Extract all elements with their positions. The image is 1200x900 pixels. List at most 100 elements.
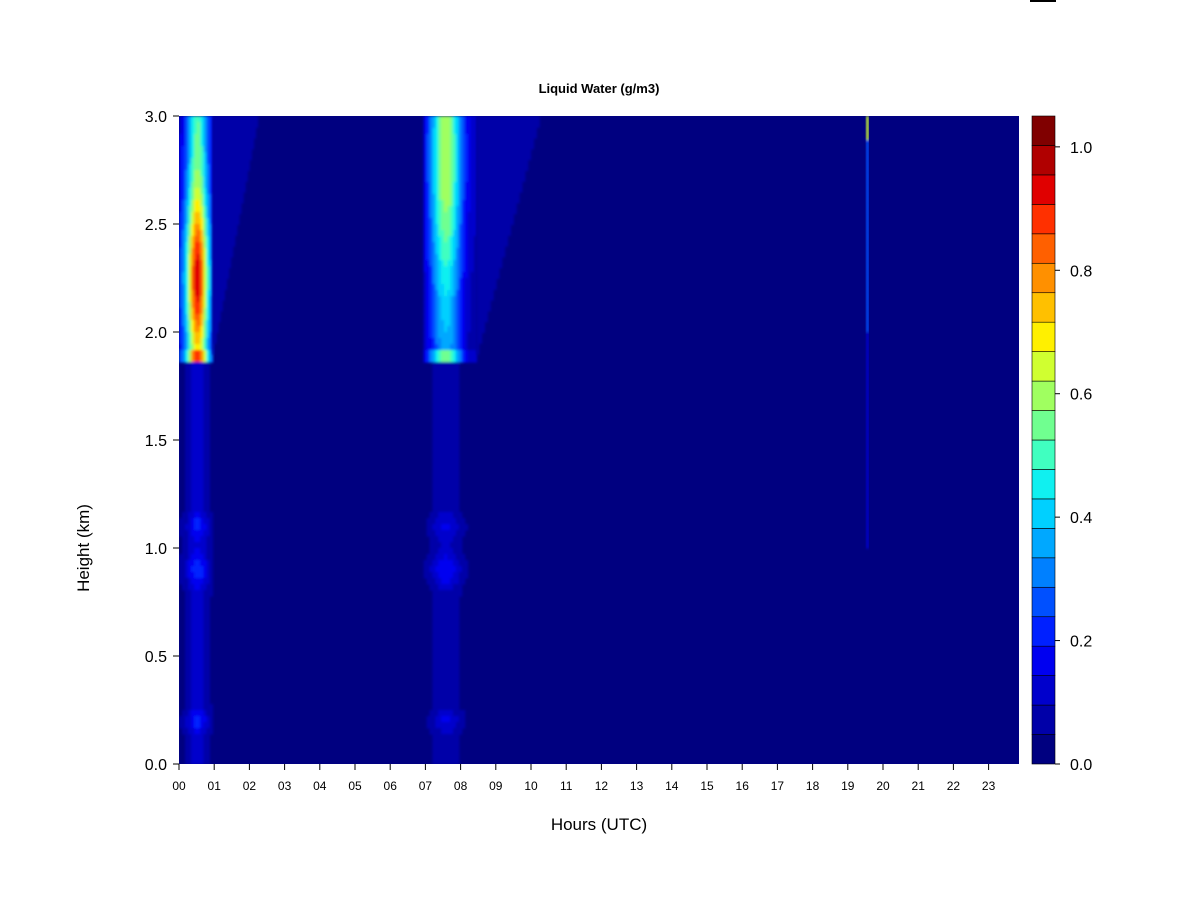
heatmap-cell: [432, 368, 436, 375]
heatmap-cell: [200, 272, 204, 279]
heatmap-cell: [426, 248, 431, 255]
heatmap-cell: [182, 146, 186, 153]
heatmap-cell: [467, 356, 472, 363]
heatmap-cell: [473, 128, 478, 135]
heatmap-cell: [191, 278, 195, 285]
heatmap-cell: [438, 380, 442, 387]
heatmap-cell: [182, 518, 186, 525]
heatmap-cell: [194, 518, 198, 525]
heatmap-cell: [188, 674, 192, 681]
heatmap-cell: [429, 308, 434, 315]
heatmap-cell: [203, 446, 207, 453]
heatmap-cell: [470, 224, 475, 231]
heatmap-cell: [452, 416, 457, 423]
heatmap-cell: [455, 128, 460, 135]
heatmap-cell: [429, 338, 434, 345]
heatmap-cell: [444, 122, 448, 129]
heatmap-cell: [438, 512, 442, 519]
heatmap-cell: [209, 566, 214, 573]
heatmap-cell: [191, 146, 195, 153]
heatmap-cell: [441, 218, 445, 225]
heatmap-cell: [447, 224, 451, 231]
heatmap-cell: [447, 752, 451, 759]
heatmap-cell: [435, 704, 439, 711]
heatmap-cell: [209, 716, 214, 723]
heatmap-cell: [467, 158, 472, 165]
heatmap-cell: [206, 458, 210, 465]
heatmap-cell: [194, 332, 198, 339]
heatmap-cell: [450, 578, 454, 585]
heatmap-cell: [200, 668, 204, 675]
heatmap-cell: [441, 512, 445, 519]
heatmap-cell: [444, 224, 448, 231]
heatmap-cell: [447, 626, 451, 633]
heatmap-cell: [438, 224, 442, 231]
heatmap-cell: [866, 152, 869, 159]
heatmap-cell: [441, 494, 445, 501]
heatmap-cell: [423, 218, 428, 225]
heatmap-cell: [194, 722, 198, 729]
heatmap-cell: [188, 626, 192, 633]
heatmap-cell: [191, 134, 195, 141]
heatmap-cell: [450, 338, 454, 345]
heatmap-cell: [452, 530, 457, 537]
heatmap-cell: [441, 674, 445, 681]
heatmap-cell: [444, 176, 448, 183]
heatmap-cell: [212, 137, 255, 150]
heatmap-cell: [464, 170, 469, 177]
heatmap-cell: [467, 212, 472, 219]
heatmap-cell: [203, 524, 207, 531]
heatmap-cell: [866, 308, 869, 315]
heatmap-cell: [438, 686, 442, 693]
heatmap-cell: [435, 140, 439, 147]
heatmap-cell: [200, 206, 204, 213]
heatmap-cell: [191, 296, 195, 303]
heatmap-cell: [185, 566, 189, 573]
heatmap-cell: [182, 290, 186, 297]
heatmap-cell: [197, 746, 201, 753]
heatmap-cell: [441, 278, 445, 285]
heatmap-cell: [194, 230, 198, 237]
heatmap-cell: [450, 704, 454, 711]
heatmap-cell: [185, 116, 189, 123]
heatmap-cell: [458, 722, 463, 729]
heatmap-cell: [455, 458, 460, 465]
heatmap-cell: [191, 638, 195, 645]
heatmap-cell: [185, 482, 189, 489]
heatmap-cell: [441, 188, 445, 195]
heatmap-cell: [438, 740, 442, 747]
heatmap-cell: [212, 213, 240, 225]
heatmap-cell: [447, 332, 451, 339]
heatmap-cell: [464, 260, 469, 267]
heatmap-cell: [452, 488, 457, 495]
heatmap-cell: [438, 644, 442, 651]
heatmap-cell: [197, 428, 201, 435]
heatmap-cell: [197, 440, 201, 447]
heatmap-cell: [188, 728, 192, 735]
heatmap-cell: [191, 746, 195, 753]
heatmap-cell: [185, 236, 189, 243]
heatmap-cell: [452, 284, 457, 291]
heatmap-cell: [203, 488, 207, 495]
heatmap-cell: [444, 392, 448, 399]
heatmap-cell: [447, 674, 451, 681]
heatmap-cell: [188, 704, 192, 711]
heatmap-cell: [444, 722, 448, 729]
x-axis-label: Hours (UTC): [551, 815, 647, 834]
heatmap-cell: [441, 116, 445, 123]
heatmap-cell: [182, 266, 186, 273]
heatmap-cell: [191, 734, 195, 741]
heatmap-cell: [182, 158, 186, 165]
heatmap-cell: [435, 404, 439, 411]
heatmap-cell: [435, 320, 439, 327]
heatmap-cell: [185, 584, 189, 591]
heatmap-cell: [438, 584, 442, 591]
heatmap-cell: [188, 572, 192, 579]
heatmap-cell: [435, 170, 439, 177]
heatmap-cell: [429, 344, 434, 351]
heatmap-cell: [432, 164, 436, 171]
heatmap-cell: [423, 308, 428, 315]
heatmap-cell: [185, 122, 189, 129]
heatmap-cell: [200, 662, 204, 669]
heatmap-cell: [461, 182, 466, 189]
